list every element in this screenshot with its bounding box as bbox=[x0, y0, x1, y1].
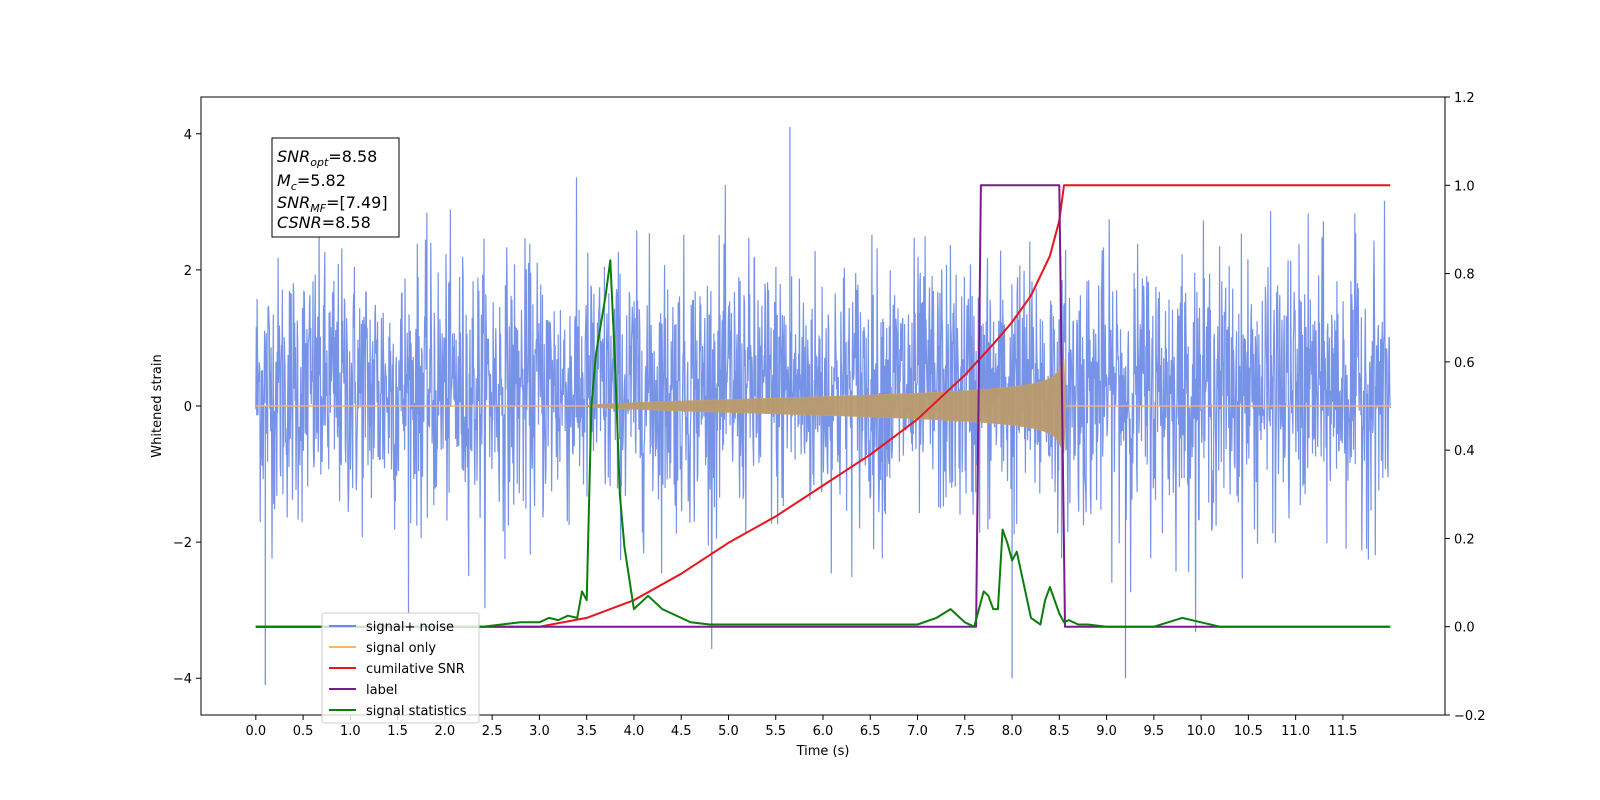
x-tick-label: 2.0 bbox=[435, 724, 456, 739]
x-tick-label: 5.5 bbox=[765, 724, 786, 739]
x-tick-label: 7.5 bbox=[954, 724, 975, 739]
y2-tick-label: 0.0 bbox=[1454, 621, 1475, 636]
x-tick-label: 4.0 bbox=[624, 724, 645, 739]
y-tick-label: 2 bbox=[184, 264, 192, 279]
y2-tick-label: 0.4 bbox=[1454, 444, 1475, 459]
legend-label: signal statistics bbox=[366, 704, 467, 719]
x-tick-label: 9.0 bbox=[1096, 724, 1117, 739]
x-tick-label: 7.0 bbox=[907, 724, 928, 739]
legend-label: signal+ noise bbox=[366, 620, 454, 635]
x-tick-label: 3.0 bbox=[529, 724, 550, 739]
y2-tick-label: 1.2 bbox=[1454, 91, 1475, 106]
x-tick-label: 9.5 bbox=[1144, 724, 1165, 739]
y-tick-label: 0 bbox=[184, 400, 192, 415]
y-tick-label: 4 bbox=[184, 128, 192, 143]
y-axis-label: Whitened strain bbox=[150, 354, 165, 457]
y2-tick-label: 0.6 bbox=[1454, 356, 1475, 371]
legend: signal+ noise signal only cumilative SNR la… bbox=[321, 612, 480, 724]
annotation-line: SNRMF=[7.49] bbox=[277, 193, 388, 215]
x-tick-label: 5.0 bbox=[718, 724, 739, 739]
x-tick-label: 2.5 bbox=[482, 724, 503, 739]
legend-label: label bbox=[366, 683, 397, 698]
annotation-line: CSNR=8.58 bbox=[277, 213, 371, 232]
x-tick-label: 10.5 bbox=[1234, 724, 1263, 739]
annotation-box: SNRopt=8.58 Mc=5.82 SNRMF=[7.49] CSNR=8.… bbox=[271, 137, 400, 238]
y2-tick-label: 0.8 bbox=[1454, 268, 1475, 283]
x-tick-label: 0.0 bbox=[245, 724, 266, 739]
x-tick-label: 11.0 bbox=[1281, 724, 1310, 739]
x-tick-label: 6.0 bbox=[813, 724, 834, 739]
x-tick-label: 0.5 bbox=[293, 724, 314, 739]
annotation-line: Mc=5.82 bbox=[277, 171, 346, 193]
signal-statistics-line bbox=[255, 259, 1391, 628]
y2-tick-label: −0.2 bbox=[1454, 709, 1486, 724]
legend-label: signal only bbox=[366, 641, 436, 656]
y-tick-label: −2 bbox=[173, 536, 192, 551]
x-tick-label: 10.0 bbox=[1187, 724, 1216, 739]
x-tick-label: 6.5 bbox=[860, 724, 881, 739]
signal-only-series bbox=[255, 358, 1391, 454]
y-axis-left: −4 −2 0 2 4 bbox=[173, 128, 201, 687]
y-tick-label: −4 bbox=[173, 672, 192, 687]
x-tick-label: 3.5 bbox=[576, 724, 597, 739]
annotation-line: SNRopt=8.58 bbox=[277, 147, 377, 169]
x-tick-label: 8.0 bbox=[1002, 724, 1023, 739]
y2-tick-label: 1.0 bbox=[1454, 179, 1475, 194]
x-axis: 0.0 0.5 1.0 1.5 2.0 2.5 3.0 3.5 4.0 4.5 5.0 5.5 6.0 6… bbox=[245, 715, 1357, 739]
x-tick-label: 11.5 bbox=[1328, 724, 1357, 739]
x-tick-label: 1.5 bbox=[387, 724, 408, 739]
signal-only-chirp bbox=[586, 358, 1067, 454]
x-tick-label: 1.0 bbox=[340, 724, 361, 739]
x-axis-label: Time (s) bbox=[796, 744, 850, 759]
x-tick-label: 8.5 bbox=[1049, 724, 1070, 739]
legend-label: cumilative SNR bbox=[366, 662, 465, 677]
right-axis-series bbox=[255, 184, 1391, 628]
x-tick-label: 4.5 bbox=[671, 724, 692, 739]
y-axis-right: −0.2 0.0 0.2 0.4 0.6 0.8 1.0 1.2 bbox=[1445, 91, 1486, 724]
y2-tick-label: 0.2 bbox=[1454, 532, 1475, 547]
